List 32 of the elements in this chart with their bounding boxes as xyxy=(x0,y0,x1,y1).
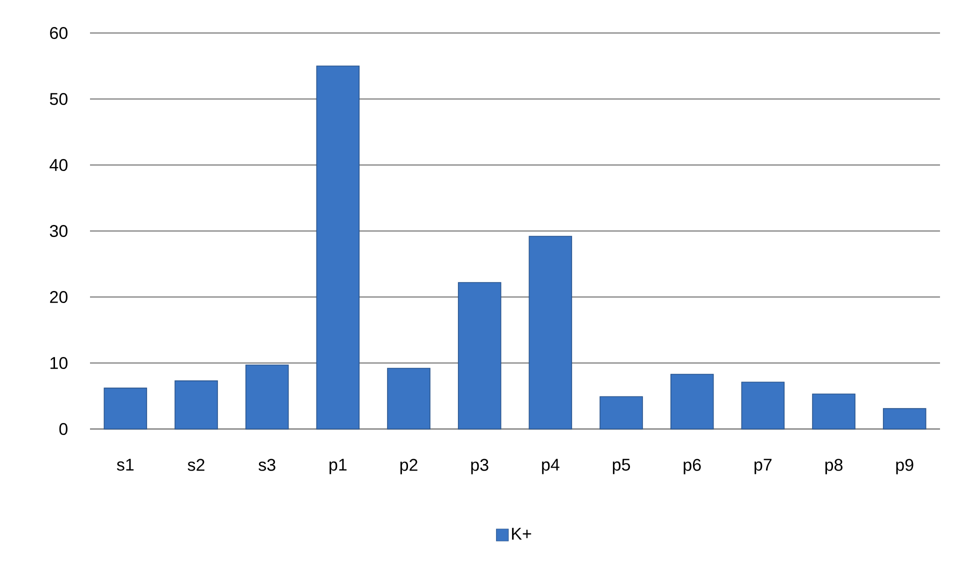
x-tick-label: p5 xyxy=(612,458,630,474)
x-tick-label: p1 xyxy=(330,458,347,474)
bar xyxy=(812,394,856,430)
bar xyxy=(528,236,572,430)
y-tick-label: 40 xyxy=(50,158,68,172)
x-tick-label: p2 xyxy=(400,458,418,474)
x-tick-label: p4 xyxy=(542,458,560,474)
x-tick-label: p3 xyxy=(471,458,488,474)
bar xyxy=(316,66,360,430)
y-tick-label: 30 xyxy=(50,224,68,238)
y-tick-label: 60 xyxy=(50,26,68,40)
bar xyxy=(741,382,785,430)
x-tick-label: s1 xyxy=(116,458,134,471)
legend-label: K+ xyxy=(512,528,532,540)
y-tick-label: 0 xyxy=(59,422,68,436)
x-tick-label: s3 xyxy=(258,458,276,471)
x-tick-label: p6 xyxy=(684,458,701,474)
x-tick-label: p9 xyxy=(896,458,914,474)
bar xyxy=(670,374,714,430)
bar xyxy=(245,364,289,430)
bar xyxy=(387,368,430,430)
x-tick-label: p8 xyxy=(825,458,842,474)
x-tick-label: s2 xyxy=(188,458,204,471)
y-tick-label: 50 xyxy=(50,92,68,106)
bar xyxy=(104,388,148,430)
bar xyxy=(458,282,502,430)
y-tick-label: 10 xyxy=(50,356,68,370)
bar xyxy=(882,408,926,430)
bar xyxy=(174,380,218,430)
x-tick-label: p7 xyxy=(754,458,772,474)
bar xyxy=(600,396,643,430)
y-tick-label: 20 xyxy=(50,290,68,304)
